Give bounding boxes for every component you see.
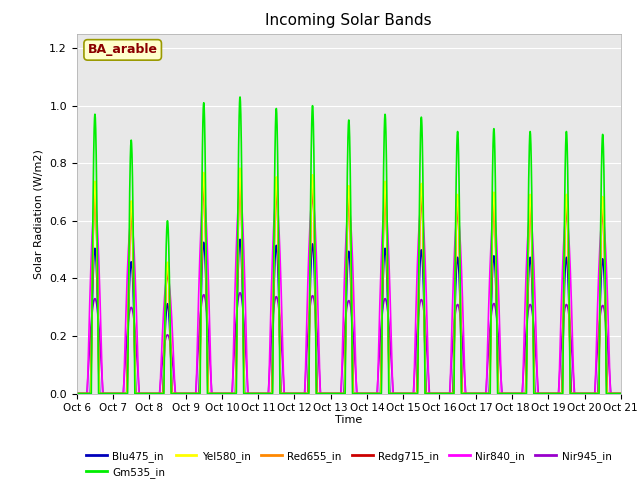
Nir840_in (236, 189, 244, 195)
Nir945_in (329, 391, 337, 396)
Yel580_in (73, 391, 81, 396)
Red655_in (441, 391, 449, 396)
Blu475_in (616, 391, 624, 396)
Gm535_in (171, 391, 179, 396)
Nir945_in (471, 391, 479, 396)
Nir840_in (617, 391, 625, 396)
Line: Red655_in: Red655_in (77, 174, 621, 394)
Redg715_in (502, 391, 509, 396)
Gm535_in (73, 391, 81, 396)
Blu475_in (73, 391, 81, 396)
Red655_in (471, 391, 479, 396)
Blu475_in (441, 391, 449, 396)
Redg715_in (617, 391, 625, 396)
Nir945_in (171, 380, 179, 386)
Gm535_in (236, 94, 244, 100)
Gm535_in (502, 391, 509, 396)
Nir840_in (73, 391, 81, 396)
Redg715_in (171, 391, 179, 396)
Red655_in (73, 391, 81, 396)
Blu475_in (171, 391, 179, 396)
Yel580_in (171, 391, 179, 396)
Nir840_in (616, 391, 624, 396)
Nir840_in (329, 391, 337, 396)
Nir945_in (617, 391, 625, 396)
X-axis label: Time: Time (335, 415, 362, 425)
Redg715_in (236, 177, 244, 183)
Gm535_in (441, 391, 449, 396)
Red655_in (502, 391, 509, 396)
Title: Incoming Solar Bands: Incoming Solar Bands (266, 13, 432, 28)
Red655_in (616, 391, 624, 396)
Line: Redg715_in: Redg715_in (77, 180, 621, 394)
Yel580_in (236, 165, 244, 171)
Blu475_in (471, 391, 479, 396)
Red655_in (617, 391, 625, 396)
Line: Gm535_in: Gm535_in (77, 97, 621, 394)
Gm535_in (329, 391, 337, 396)
Yel580_in (329, 391, 337, 396)
Nir945_in (441, 391, 449, 396)
Blu475_in (236, 237, 244, 242)
Yel580_in (502, 391, 509, 396)
Redg715_in (73, 391, 81, 396)
Nir945_in (236, 290, 244, 296)
Nir840_in (471, 391, 479, 396)
Redg715_in (329, 391, 337, 396)
Nir945_in (73, 391, 81, 396)
Yel580_in (471, 391, 479, 396)
Line: Yel580_in: Yel580_in (77, 168, 621, 394)
Red655_in (236, 171, 244, 177)
Line: Nir945_in: Nir945_in (77, 293, 621, 394)
Red655_in (329, 391, 337, 396)
Yel580_in (616, 391, 624, 396)
Gm535_in (616, 391, 624, 396)
Yel580_in (617, 391, 625, 396)
Line: Blu475_in: Blu475_in (77, 240, 621, 394)
Text: BA_arable: BA_arable (88, 43, 157, 56)
Redg715_in (616, 391, 624, 396)
Redg715_in (471, 391, 479, 396)
Blu475_in (329, 391, 337, 396)
Legend: Blu475_in, Gm535_in, Yel580_in, Red655_in, Redg715_in, Nir840_in, Nir945_in: Blu475_in, Gm535_in, Yel580_in, Red655_i… (82, 446, 616, 480)
Nir945_in (616, 391, 624, 396)
Nir945_in (502, 391, 509, 396)
Yel580_in (441, 391, 449, 396)
Line: Nir840_in: Nir840_in (77, 192, 621, 394)
Gm535_in (617, 391, 625, 396)
Red655_in (171, 391, 179, 396)
Blu475_in (617, 391, 625, 396)
Nir840_in (502, 391, 509, 396)
Nir840_in (171, 378, 179, 384)
Nir840_in (441, 391, 449, 396)
Gm535_in (471, 391, 479, 396)
Blu475_in (502, 391, 509, 396)
Redg715_in (441, 391, 449, 396)
Y-axis label: Solar Radiation (W/m2): Solar Radiation (W/m2) (34, 149, 44, 278)
